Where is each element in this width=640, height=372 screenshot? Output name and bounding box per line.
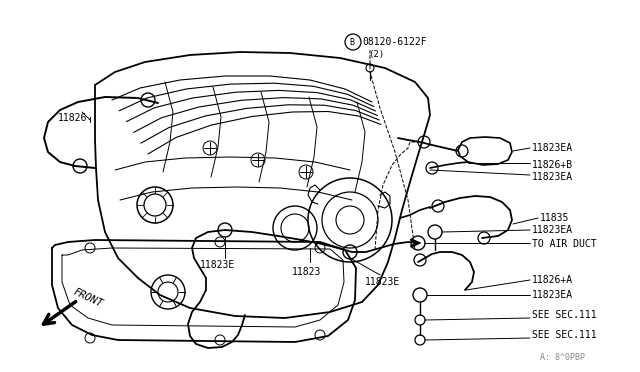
Text: 11823E: 11823E: [365, 277, 400, 287]
Text: 11826+B: 11826+B: [532, 160, 573, 170]
Text: 11823EA: 11823EA: [532, 143, 573, 153]
Text: 11835: 11835: [540, 213, 570, 223]
Text: 11823EA: 11823EA: [532, 172, 573, 182]
Text: 11823EA: 11823EA: [532, 225, 573, 235]
Text: SEE SEC.111: SEE SEC.111: [532, 330, 596, 340]
Text: 11823EA: 11823EA: [532, 290, 573, 300]
Text: A: 8^0PBP: A: 8^0PBP: [540, 353, 585, 362]
Text: (2): (2): [368, 49, 384, 58]
Text: SEE SEC.111: SEE SEC.111: [532, 310, 596, 320]
Text: 11826+A: 11826+A: [532, 275, 573, 285]
Text: 11823E: 11823E: [200, 260, 236, 270]
Text: FRONT: FRONT: [72, 287, 104, 309]
Text: 11826: 11826: [58, 113, 88, 123]
Text: B: B: [349, 38, 355, 46]
Text: TO AIR DUCT: TO AIR DUCT: [532, 239, 596, 249]
Text: 11823: 11823: [292, 267, 321, 277]
Text: 08120-6122F: 08120-6122F: [362, 37, 427, 47]
